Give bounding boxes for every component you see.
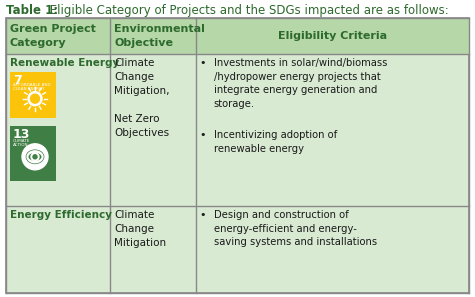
Text: •: • (200, 58, 206, 68)
Text: •: • (200, 130, 206, 140)
Text: Environmental
Objective: Environmental Objective (114, 24, 205, 48)
Circle shape (30, 94, 39, 103)
Ellipse shape (28, 153, 41, 161)
Circle shape (22, 144, 48, 170)
Text: 7: 7 (13, 74, 22, 87)
Bar (10, 126, 56, 181)
Text: •: • (200, 210, 206, 220)
Text: Green Project
Category: Green Project Category (10, 24, 96, 48)
Text: Climate
Change
Mitigation,

Net Zero
Objectives: Climate Change Mitigation, Net Zero Obje… (114, 58, 170, 138)
Circle shape (33, 155, 37, 159)
Circle shape (31, 153, 39, 161)
Text: Table 1:: Table 1: (6, 4, 58, 17)
Text: Design and construction of
energy-efficient and energy-
saving systems and insta: Design and construction of energy-effici… (214, 210, 377, 247)
Text: AFFORDABLE AND
CLEAN ENERGY: AFFORDABLE AND CLEAN ENERGY (13, 83, 51, 91)
Text: Eligibility Criteria: Eligibility Criteria (278, 31, 387, 41)
Text: Eligible Category of Projects and the SDGs impacted are as follows:: Eligible Category of Projects and the SD… (46, 4, 449, 17)
Text: CLIMATE
ACTION: CLIMATE ACTION (13, 139, 30, 147)
Circle shape (28, 92, 42, 106)
Text: 13: 13 (13, 128, 30, 141)
Bar (10, 72, 56, 118)
Text: Incentivizing adoption of
renewable energy: Incentivizing adoption of renewable ener… (214, 130, 337, 154)
Text: Renewable Energy: Renewable Energy (10, 58, 119, 68)
Text: Energy Efficiency: Energy Efficiency (10, 210, 112, 220)
Text: Climate
Change
Mitigation: Climate Change Mitigation (114, 210, 166, 248)
Text: Investments in solar/wind/biomass
/hydropower energy projects that
integrate ene: Investments in solar/wind/biomass /hydro… (214, 58, 387, 109)
Bar (6, 18, 469, 54)
